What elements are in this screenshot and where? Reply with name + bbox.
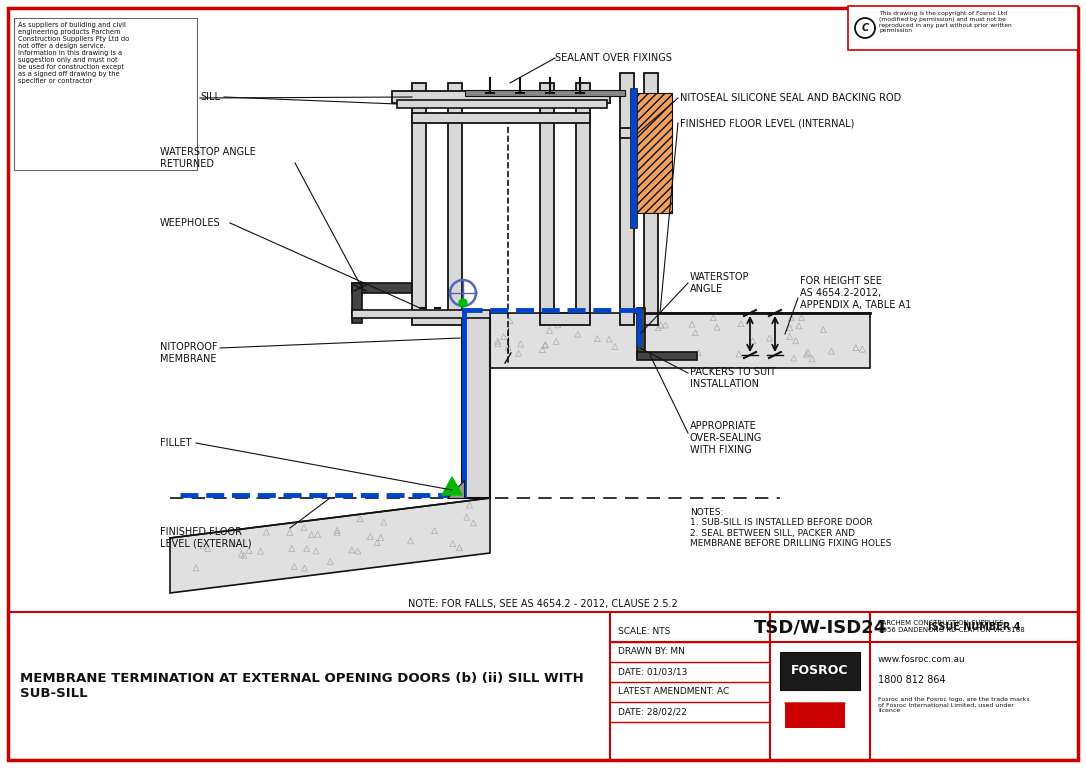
Bar (352, 283, 412, 293)
Text: FINISHED FLOOR LEVEL (INTERNAL): FINISHED FLOOR LEVEL (INTERNAL) (680, 118, 855, 128)
Text: PACKERS TO SUIT
INSTALLATION: PACKERS TO SUIT INSTALLATION (690, 367, 775, 389)
Bar (848, 6, 1078, 50)
Polygon shape (785, 703, 814, 725)
Bar (637, 308, 645, 358)
Polygon shape (490, 313, 870, 368)
Bar (397, 100, 607, 108)
Text: NITOPROOF
MEMBRANE: NITOPROOF MEMBRANE (160, 343, 217, 364)
Bar (540, 83, 554, 313)
Bar (412, 83, 426, 313)
Bar (576, 83, 590, 313)
Bar (540, 313, 590, 325)
Bar (785, 703, 814, 748)
Text: As suppliers of building and civil
engineering products Parchem
Construction Sup: As suppliers of building and civil engin… (18, 22, 129, 84)
Bar (630, 88, 637, 228)
Text: FOR HEIGHT SEE
AS 4654.2-2012,
APPENDIX A, TABLE A1: FOR HEIGHT SEE AS 4654.2-2012, APPENDIX … (800, 276, 911, 310)
Text: DATE: 01/03/13: DATE: 01/03/13 (618, 667, 687, 677)
Bar (14, 18, 197, 170)
Text: 1800 812 864: 1800 812 864 (877, 675, 946, 685)
Text: WATERSTOP ANGLE
RETURNED: WATERSTOP ANGLE RETURNED (160, 147, 255, 169)
Text: FILLET: FILLET (160, 438, 191, 448)
Text: WEEPHOLES: WEEPHOLES (160, 218, 220, 228)
Bar (449, 83, 462, 313)
Text: Fosroc and the Fosroc logo, are the trade marks
of Fosroc International Limited,: Fosroc and the Fosroc logo, are the trad… (877, 697, 1030, 713)
Text: SEALANT OVER FIXINGS: SEALANT OVER FIXINGS (555, 53, 672, 63)
Bar (412, 313, 462, 325)
Polygon shape (442, 477, 462, 495)
Text: SCALE: NTS: SCALE: NTS (618, 627, 670, 637)
Bar (620, 73, 634, 325)
Bar (637, 352, 697, 360)
Bar (644, 73, 658, 325)
Bar (392, 91, 610, 103)
Bar (8, 612, 1078, 760)
Text: DRAWN BY: MN: DRAWN BY: MN (618, 647, 685, 657)
Polygon shape (447, 480, 464, 498)
Polygon shape (632, 93, 672, 213)
Bar (620, 128, 658, 138)
Bar (465, 90, 626, 96)
Bar (814, 703, 845, 748)
Polygon shape (171, 498, 490, 593)
Bar (352, 310, 490, 318)
Text: www.fosroc.com.au: www.fosroc.com.au (877, 656, 965, 664)
Text: PARCHEM CONSTRUCTION SUPPLIES
1956 DANDENONG RD CLAYTON VIC 3168: PARCHEM CONSTRUCTION SUPPLIES 1956 DANDE… (877, 620, 1025, 633)
Text: This drawing is the copyright of Fosroc Ltd
(modified by permission) and must no: This drawing is the copyright of Fosroc … (879, 11, 1012, 33)
Text: MEMBRANE TERMINATION AT EXTERNAL OPENING DOORS (b) (ii) SILL WITH
SUB-SILL: MEMBRANE TERMINATION AT EXTERNAL OPENING… (20, 672, 584, 700)
Bar (412, 113, 590, 123)
Text: APPROPRIATE
OVER-SEALING
WITH FIXING: APPROPRIATE OVER-SEALING WITH FIXING (690, 422, 762, 455)
Text: NOTES:
1. SUB-SILL IS INSTALLED BEFORE DOOR
2. SEAL BETWEEN SILL, PACKER AND
MEM: NOTES: 1. SUB-SILL IS INSTALLED BEFORE D… (690, 508, 892, 548)
Text: TSD/W-ISD24: TSD/W-ISD24 (754, 618, 886, 636)
Circle shape (459, 299, 467, 307)
Text: FOSROC: FOSROC (792, 664, 849, 677)
Text: DATE: 28/02/22: DATE: 28/02/22 (618, 707, 686, 717)
Text: NOTE: FOR FALLS, SEE AS 4654.2 - 2012, CLAUSE 2.5.2: NOTE: FOR FALLS, SEE AS 4654.2 - 2012, C… (408, 599, 678, 609)
Text: WATERSTOP
ANGLE: WATERSTOP ANGLE (690, 272, 749, 294)
Text: C: C (861, 23, 869, 33)
Bar (814, 728, 845, 748)
Polygon shape (814, 703, 845, 725)
Bar (352, 283, 362, 323)
Text: ISSUE NUMBER 4: ISSUE NUMBER 4 (927, 622, 1020, 632)
Text: LATEST AMENDMENT: AC: LATEST AMENDMENT: AC (618, 687, 730, 697)
Bar (780, 652, 860, 690)
Text: NITOSEAL SILICONE SEAL AND BACKING ROD: NITOSEAL SILICONE SEAL AND BACKING ROD (680, 93, 901, 103)
Bar (785, 728, 814, 748)
Text: FINISHED FLOOR
LEVEL (EXTERNAL): FINISHED FLOOR LEVEL (EXTERNAL) (160, 527, 252, 549)
Bar (462, 313, 490, 498)
Text: SILL: SILL (200, 92, 220, 102)
